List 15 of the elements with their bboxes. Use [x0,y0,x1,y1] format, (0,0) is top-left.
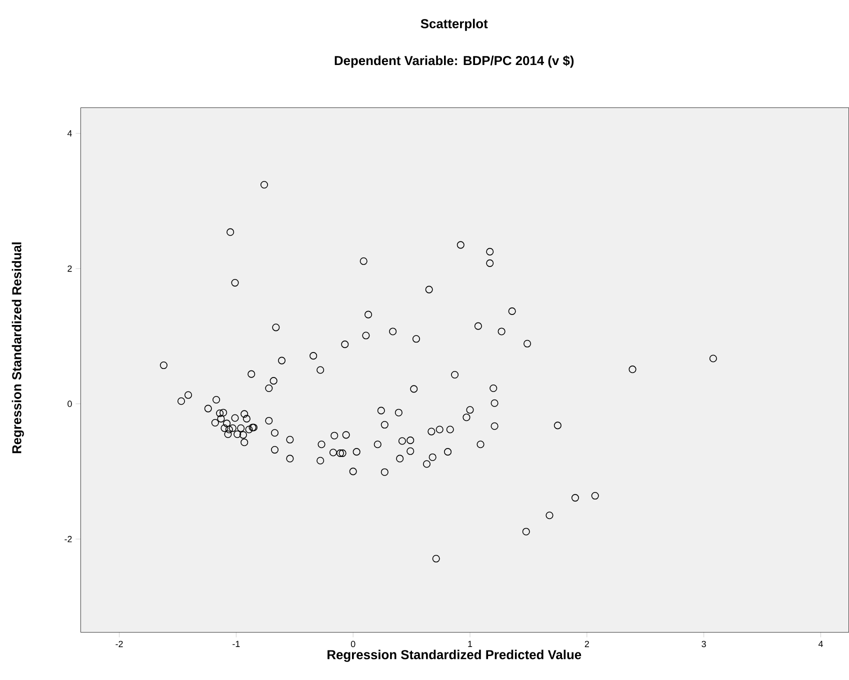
y-tick-label: -2 [64,536,72,542]
x-tick-label: 3 [702,640,706,648]
y-tick-label: 0 [68,400,72,408]
chart-title: Scatterplot [420,18,488,32]
x-tick-label: -1 [232,640,240,648]
x-axis-title: Regression Standardized Predicted Value [328,650,582,662]
y-tick-label: 2 [68,266,72,272]
x-tick-label: 4 [818,640,823,648]
x-tick-label: 1 [468,640,472,648]
chart-subtitle: Dependent Variable: BDP/PC 2014 (v $) [334,56,574,68]
y-axis-title: Regression Standardized Residual [12,242,24,454]
x-tick-label: 2 [584,640,589,648]
x-tick-label: 0 [350,640,356,648]
y-tick-label: 4 [67,130,72,137]
x-tick-label: -2 [116,640,123,648]
